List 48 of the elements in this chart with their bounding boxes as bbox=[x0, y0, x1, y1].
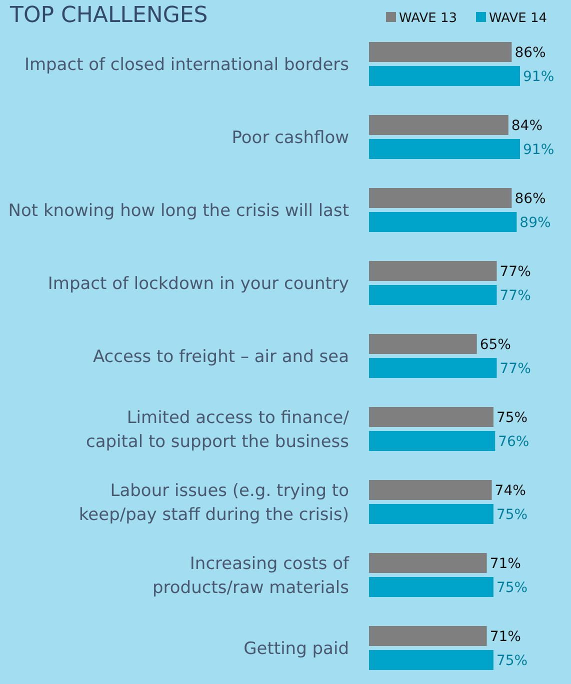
bar bbox=[369, 334, 477, 354]
bar bbox=[369, 285, 497, 305]
data-label: 75% bbox=[496, 410, 528, 426]
bar bbox=[369, 358, 497, 378]
data-label: 89% bbox=[520, 214, 551, 231]
data-label: 71% bbox=[490, 628, 521, 645]
y-tick-label: Limited access to finance/ capital to support the business bbox=[86, 408, 350, 452]
bar bbox=[369, 188, 512, 208]
legend-label: WAVE 14 bbox=[489, 11, 547, 26]
bar bbox=[369, 261, 497, 281]
bar bbox=[369, 139, 520, 159]
y-tick-label: Not knowing how long the crisis will last bbox=[8, 201, 350, 221]
bar bbox=[369, 577, 494, 597]
data-label: 75% bbox=[496, 652, 528, 669]
y-tick-label: Access to freight – air and sea bbox=[92, 347, 349, 367]
y-tick-label: Impact of lockdown in your country bbox=[48, 274, 349, 294]
bar bbox=[369, 212, 517, 232]
data-label: 84% bbox=[511, 118, 543, 134]
legend-label: WAVE 13 bbox=[399, 11, 457, 26]
y-tick-label: Increasing costs of products/raw materials bbox=[152, 554, 350, 598]
data-label: 91% bbox=[523, 68, 554, 85]
bar bbox=[369, 650, 494, 670]
data-label: 86% bbox=[514, 190, 546, 207]
data-label: 71% bbox=[490, 556, 521, 572]
text: TOP CHALLENGES bbox=[9, 3, 208, 28]
data-label: 74% bbox=[494, 482, 526, 499]
y-tick-label: Getting paid bbox=[244, 639, 349, 659]
data-label: 76% bbox=[498, 434, 530, 450]
data-label: 77% bbox=[500, 264, 531, 280]
y-tick-label: Poor cashflow bbox=[232, 128, 350, 148]
data-label: 77% bbox=[500, 288, 531, 304]
data-label: 91% bbox=[523, 142, 554, 158]
bar bbox=[369, 626, 487, 646]
y-tick-label: Impact of closed international borders bbox=[24, 55, 350, 75]
data-label: 86% bbox=[514, 44, 546, 61]
bar bbox=[369, 504, 494, 524]
bar bbox=[369, 480, 492, 500]
bar bbox=[369, 553, 487, 573]
bar bbox=[369, 431, 496, 451]
bar bbox=[369, 42, 512, 62]
y-tick-label: Labour issues (e.g. trying to keep/pay staff during the crisis) bbox=[78, 481, 349, 525]
data-label: 77% bbox=[500, 360, 531, 377]
bar bbox=[369, 66, 520, 86]
data-label: 65% bbox=[480, 336, 511, 353]
data-label: 75% bbox=[496, 580, 528, 596]
bar bbox=[369, 115, 508, 135]
data-label: 75% bbox=[496, 506, 528, 523]
bar bbox=[369, 407, 494, 427]
